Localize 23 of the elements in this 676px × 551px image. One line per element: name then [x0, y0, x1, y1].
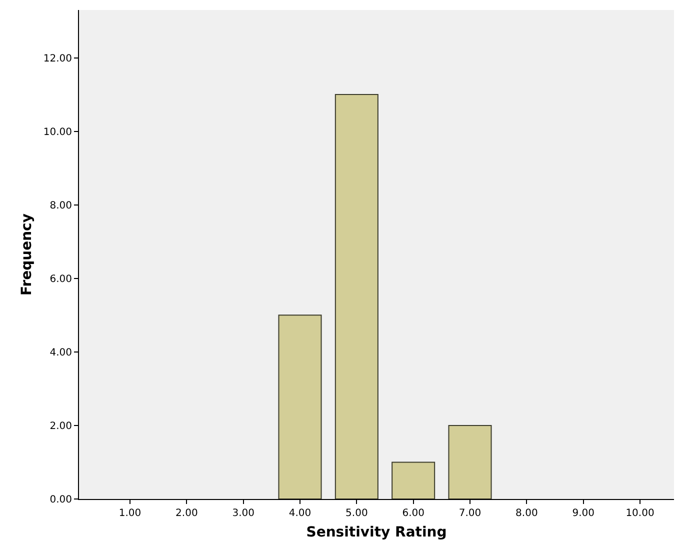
y-tick-label: 8.00 — [50, 200, 72, 212]
bar — [334, 94, 378, 499]
x-tick-label: 10.00 — [626, 508, 654, 519]
y-tick-label: 10.00 — [43, 126, 72, 138]
y-tick-label: 0.00 — [50, 494, 72, 506]
x-tick-label: 1.00 — [118, 508, 142, 519]
bar — [448, 424, 492, 499]
x-tick-label: 6.00 — [402, 508, 424, 519]
x-tick-label: 4.00 — [288, 508, 312, 519]
y-tick-label: 2.00 — [50, 420, 72, 432]
bar — [392, 462, 436, 499]
x-tick-label: 9.00 — [572, 508, 594, 519]
x-axis-title: Sensitivity Rating — [306, 524, 447, 540]
y-tick-label: 6.00 — [50, 274, 72, 285]
x-tick-label: 7.00 — [458, 508, 482, 519]
y-tick-label: 12.00 — [43, 53, 72, 64]
bar — [278, 314, 322, 499]
x-tick-label: 8.00 — [516, 508, 538, 519]
x-tick-label: 5.00 — [346, 508, 368, 519]
y-tick-label: 4.00 — [50, 347, 72, 358]
y-axis-title: Frequency — [18, 214, 35, 296]
x-tick-label: 3.00 — [232, 508, 254, 519]
x-tick-label: 2.00 — [176, 508, 198, 519]
